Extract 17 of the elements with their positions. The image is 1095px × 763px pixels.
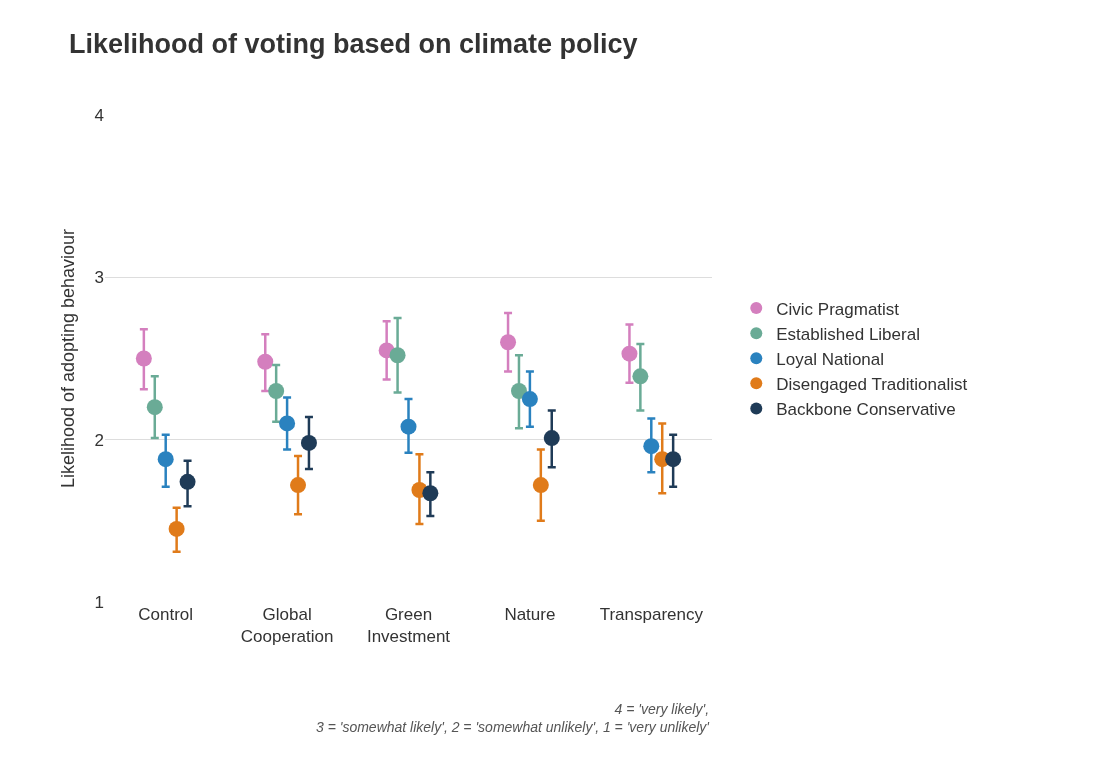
x-tick-label: Transparency <box>599 605 704 624</box>
y-tick-label: 2 <box>94 430 104 450</box>
y-tick-label: 4 <box>94 105 104 125</box>
x-tick-label: Global Cooperation <box>240 605 334 647</box>
legend-label: Disengaged Traditionalist <box>776 374 968 394</box>
x-tick-label: Control <box>138 605 194 624</box>
legend-label: Backbone Conservative <box>776 400 956 420</box>
y-tick-label: 1 <box>94 592 104 612</box>
x-tick-label: Nature <box>504 605 556 624</box>
chart-title: Likelihood of voting based on climate policy <box>68 29 638 60</box>
y-tick-label: 3 <box>94 268 104 288</box>
text: 4 = 'very likely', 3 = 'somewhat likely', 2 = 'somewhat unlikely', 1 = 'very unlikely' <box>316 701 711 736</box>
x-tick-label: Green Investment <box>366 605 451 647</box>
legend-label: Loyal National <box>776 349 885 369</box>
legend-label: Established Liberal <box>776 324 920 344</box>
legend-label: Civic Pragmatist <box>776 299 900 319</box>
y-axis-title: Likelihood of adopting behaviour <box>57 228 78 489</box>
